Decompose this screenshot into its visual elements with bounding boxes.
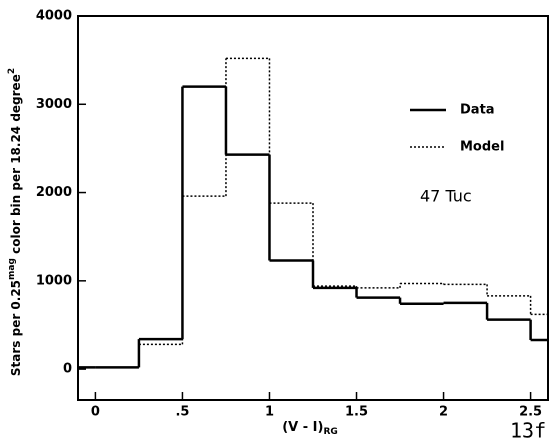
y-tick-label: 0 — [63, 362, 72, 377]
x-axis-label: (V - I)RG — [282, 420, 338, 437]
y-label-part: color bin per 18.24 degree — [9, 74, 23, 258]
y-tick-label: 1000 — [36, 273, 72, 288]
panel-label: 13f — [510, 419, 546, 443]
x-tick-label: .5 — [175, 405, 189, 420]
legend-label: Data — [460, 103, 495, 118]
y-label-superscript: mag — [7, 258, 17, 280]
x-tick-label: 1.5 — [345, 405, 368, 420]
x-tick-label: 1 — [265, 405, 274, 420]
x-label-part: (V - I) — [282, 420, 323, 435]
plot-frame — [77, 15, 549, 401]
x-tick-label: 0 — [91, 405, 100, 420]
x-tick-label: 2.5 — [519, 405, 542, 420]
x-label-subscript: RG — [323, 427, 337, 437]
y-tick-label: 4000 — [36, 9, 72, 24]
y-tick-label: 3000 — [36, 97, 72, 112]
annotation: 47 Tuc — [420, 187, 472, 206]
y-tick-label: 2000 — [36, 185, 72, 200]
legend-label: Model — [460, 140, 504, 155]
y-label-superscript: 2 — [7, 68, 17, 74]
y-label-part: Stars per 0.25 — [9, 280, 23, 376]
y-axis-label: Stars per 0.25mag color bin per 18.24 de… — [7, 68, 23, 376]
histogram — [78, 57, 548, 369]
x-tick-label: 2 — [439, 405, 448, 420]
